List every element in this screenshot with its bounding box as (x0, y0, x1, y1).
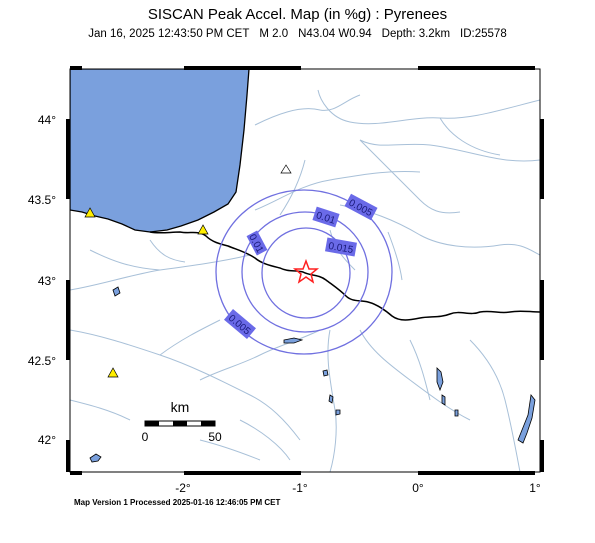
triangle-icon (107, 367, 119, 378)
lat-tick-labels: 44° 43.5° 43° 42.5° 42° (28, 113, 56, 447)
contour-inner (261, 227, 351, 319)
triangle-icon (280, 164, 292, 174)
lakes (89, 286, 536, 463)
triangle-icon (197, 224, 209, 235)
sea-bay-of-biscay (70, 69, 250, 233)
rivers (70, 89, 540, 472)
lon-tick-label: 1° (529, 481, 541, 495)
lat-tick-label: 43.5° (28, 193, 56, 207)
scale-end: 50 (208, 430, 222, 444)
lat-tick-label: 42° (38, 433, 56, 447)
scale-unit: km (171, 399, 190, 415)
event-info: Jan 16, 2025 12:43:50 PM CET M 2.0 N43.04 … (0, 28, 595, 40)
lon-tick-label: 0° (412, 481, 424, 495)
triangle-icon (84, 207, 96, 218)
event-datetime: Jan 16, 2025 12:43:50 PM CET (88, 28, 250, 40)
event-location: N43.04 W0.94 (298, 28, 372, 40)
lon-tick-label: -2° (175, 481, 191, 495)
lon-tick-labels: -2° -1° 0° 1° (175, 481, 541, 495)
map-area: 0.005 0.01 0.015 0.01 0.005 km (70, 69, 540, 472)
lat-tick-label: 44° (38, 113, 56, 127)
event-magnitude: M 2.0 (259, 28, 289, 40)
event-id: ID:25578 (460, 28, 507, 40)
star-icon (292, 258, 320, 284)
map-version-footer: Map Version 1 Processed 2025-01-16 12:46… (74, 498, 281, 507)
svg-text:0.015: 0.015 (327, 241, 354, 256)
map-frame (66, 66, 544, 475)
pga-contours (215, 189, 393, 355)
stations (84, 164, 292, 378)
national-border (149, 231, 540, 321)
event-depth: Depth: 3.2km (381, 28, 451, 40)
lat-tick-label: 43° (38, 274, 56, 288)
contour-middle (241, 211, 369, 333)
lat-tick-label: 42.5° (28, 354, 56, 368)
scale-start: 0 (142, 430, 149, 444)
scale-bar: km 0 50 (142, 399, 222, 444)
map-title: SISCAN Peak Accel. Map (in %g) : Pyrenee… (147, 6, 448, 23)
lon-tick-label: -1° (292, 481, 308, 495)
contour-label-3: 0.015 (325, 237, 357, 257)
contour-outer (215, 189, 393, 355)
